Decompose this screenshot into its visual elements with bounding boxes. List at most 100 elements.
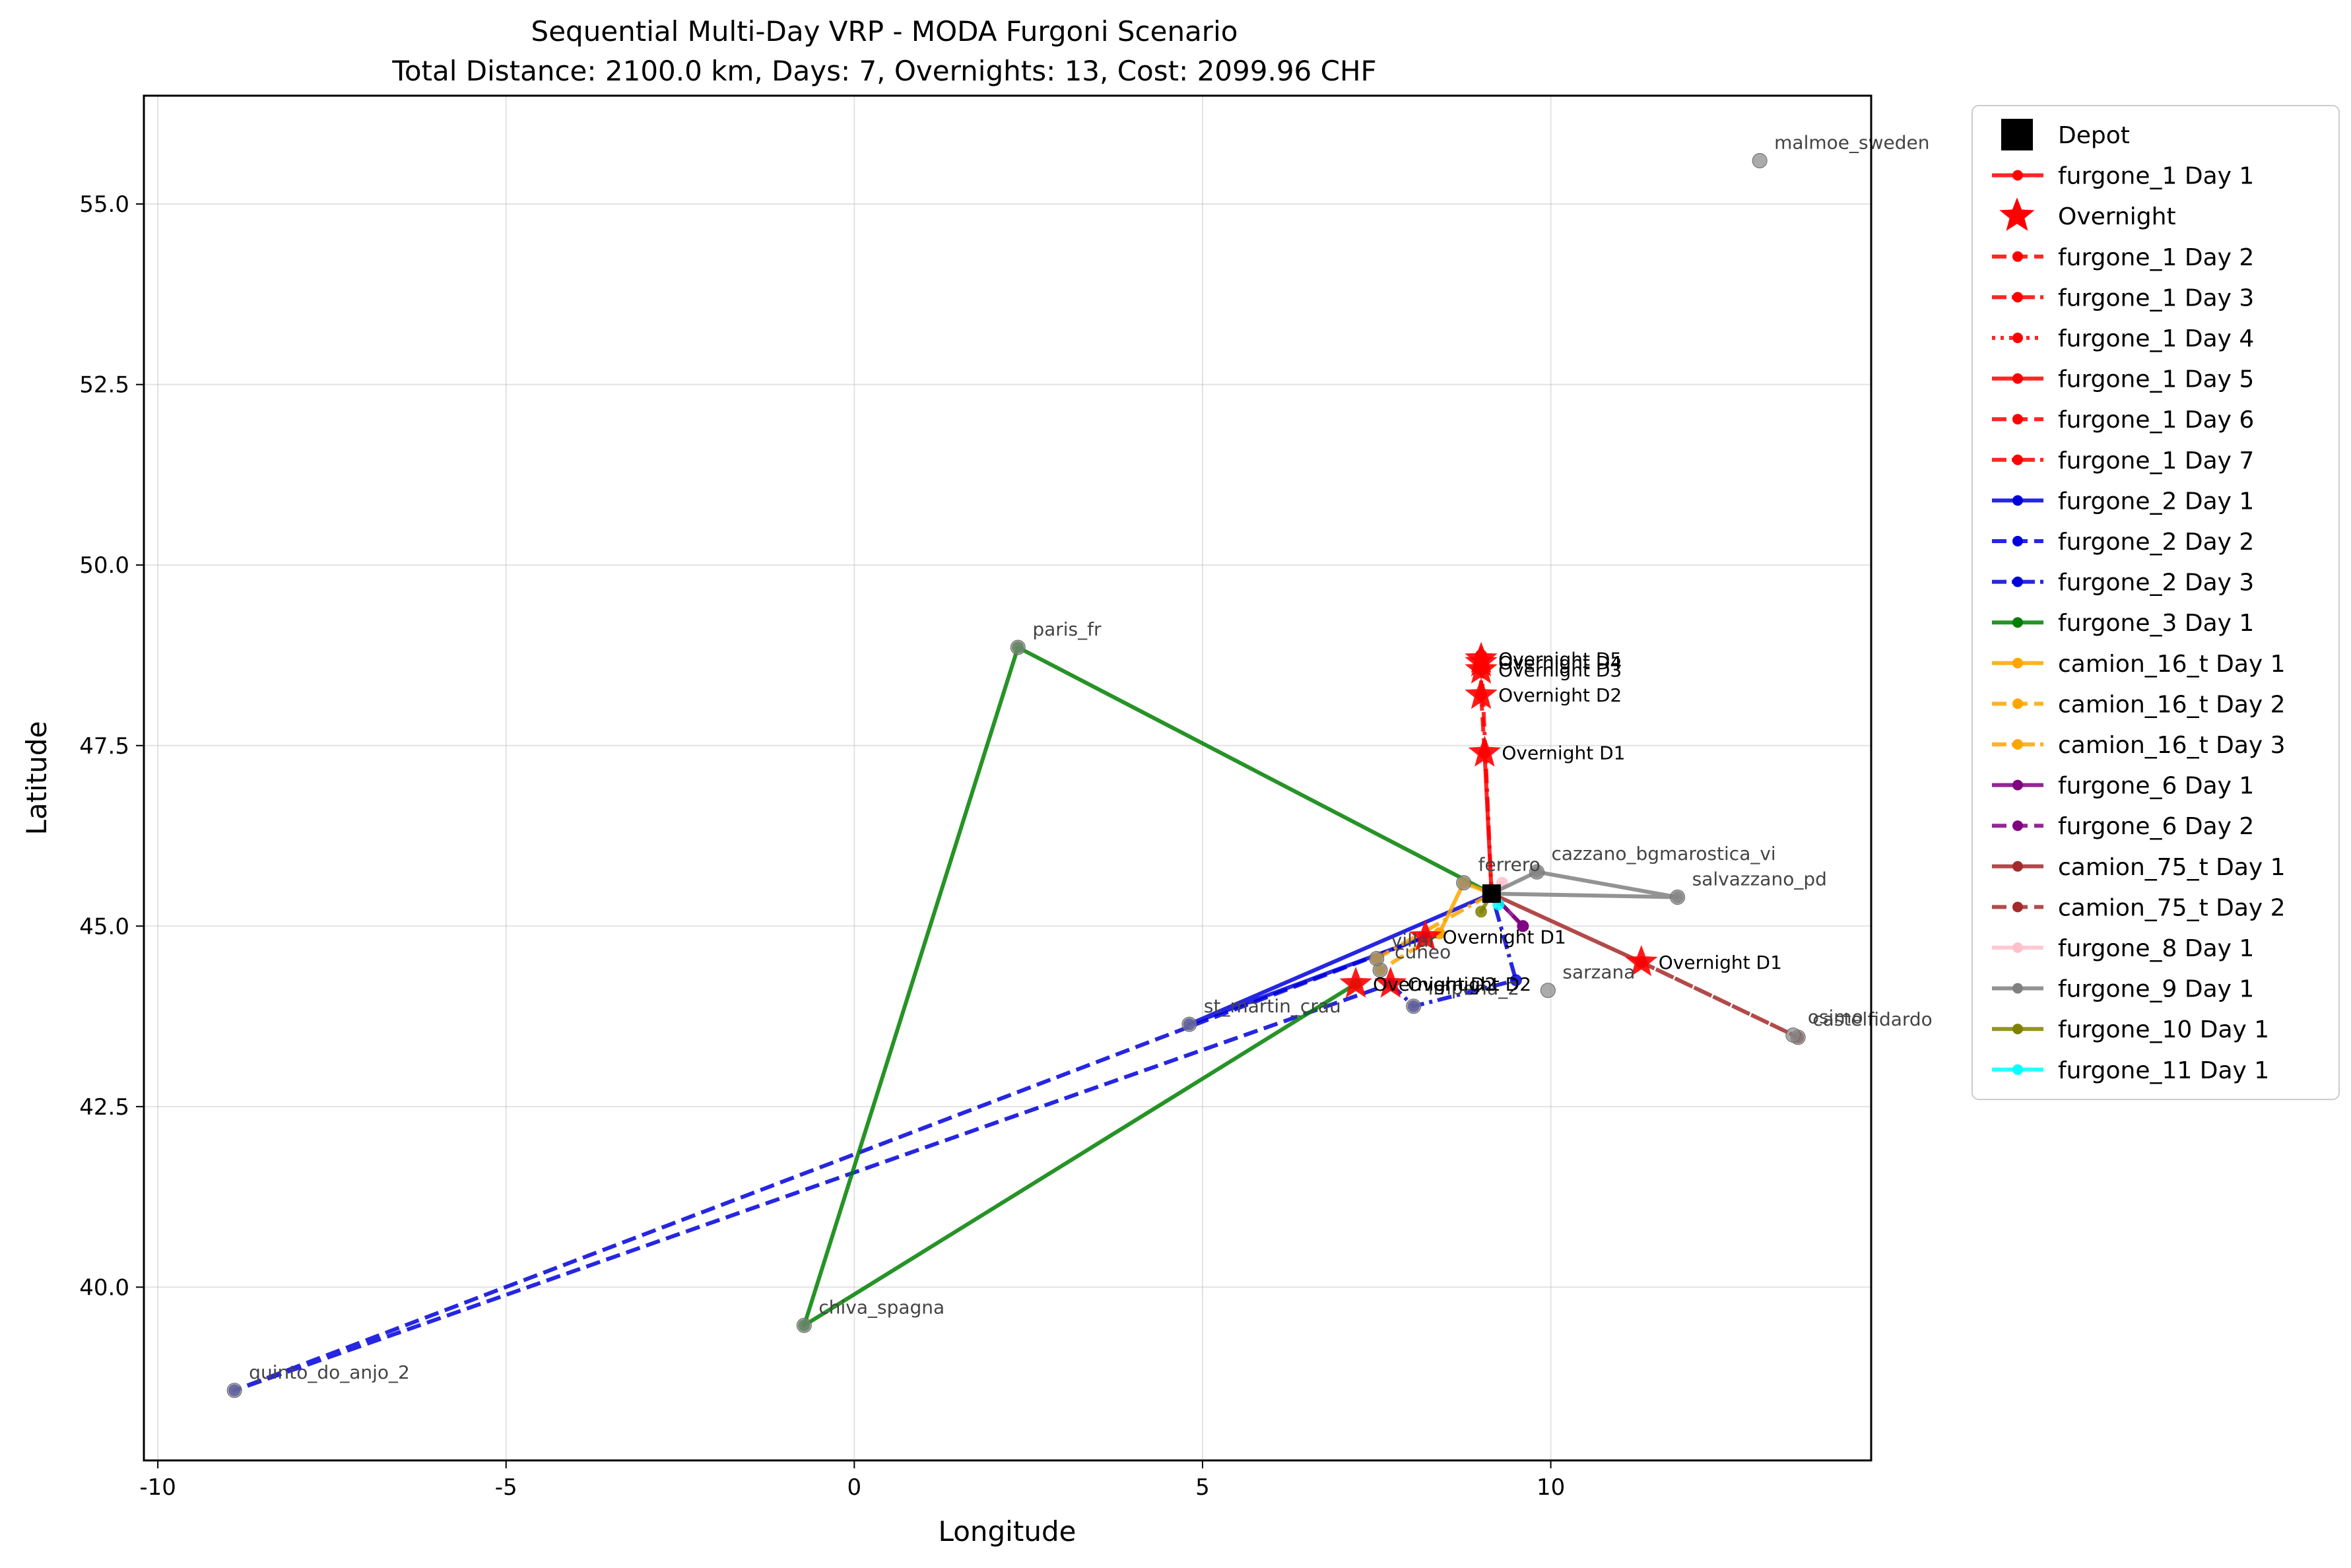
legend-point-sample [2012,657,2023,669]
legend-entry-label: furgone_1 Day 5 [2058,366,2254,393]
y-tick-label: 40.0 [79,1274,129,1301]
route-point [1475,905,1488,918]
y-tick-label: 45.0 [79,913,129,940]
location-label: st_martin_crau [1204,995,1341,1017]
legend-point-sample [2012,901,2023,913]
overnight-label: Overnight D5 [1498,648,1622,670]
legend-entry-label: furgone_3 Day 1 [2058,610,2254,637]
location-point [1785,1028,1801,1043]
legend-entry-label: camion_75_t Day 2 [2058,894,2286,921]
legend-entry-label: furgone_1 Day 7 [2058,447,2254,474]
legend-overnight-marker [1999,197,2035,231]
route-line [1375,892,1493,961]
y-axis-label: Latitude [20,721,53,835]
chart-title: Sequential Multi-Day VRP - MODA Furgoni … [531,15,1238,48]
x-tick-label: 5 [1195,1474,1210,1501]
route-line [1640,960,1801,1039]
legend-point-sample [2012,170,2023,181]
location-label: chiva_spagna [818,1296,944,1318]
location-label: castelfidardo [1812,1008,1933,1030]
plot-frame [143,94,1872,1462]
overnight-label: Overnight D1 [1502,742,1625,764]
location-point [796,1317,812,1333]
legend-entry-label: furgone_11 Day 1 [2058,1057,2269,1084]
location-point [1456,875,1472,891]
legend-entry-label: furgone_9 Day 1 [2058,976,2254,1003]
overnight-label: Overnight D3 [1498,659,1622,681]
overnight-label: Overnight D2 [1498,684,1622,706]
depot-square [1482,884,1501,903]
location-label: cuneo [1395,941,1451,963]
legend-point-sample [2012,536,2023,546]
overnight-star [1465,641,1498,673]
legend-point-sample [2012,454,2023,465]
legend-point-sample [2012,942,2023,953]
overnight-star [1374,966,1407,998]
legend-entry-label: furgone_2 Day 2 [2058,529,2254,556]
location-label: cazzano_bgmarostica_vi [1551,843,1775,865]
legend-entry-label: Depot [2058,122,2130,149]
location-point [1540,983,1556,998]
overnight-star [1465,678,1498,709]
legend-point-sample [2012,861,2023,872]
location-label: ferrero [1478,854,1540,876]
grid-lines [144,96,1871,1460]
legend-entry-label: furgone_1 Day 3 [2058,284,2254,311]
chart-subtitle: Total Distance: 2100.0 km, Days: 7, Over… [391,55,1376,87]
y-tick-label: 47.5 [79,733,129,760]
overnight-star [1468,735,1502,767]
legend-entry-label: furgone_8 Day 1 [2058,935,2254,962]
legend-entry-label: furgone_1 Day 1 [2058,163,2254,190]
location-point [1181,1016,1197,1032]
x-tick-label: -10 [139,1474,176,1501]
legend-entry-label: furgone_2 Day 3 [2058,570,2254,597]
legend-entry-label: camion_16_t Day 2 [2058,691,2286,718]
legend-point-sample [2012,1024,2023,1035]
location-point [1670,890,1686,905]
location-point [1406,998,1422,1014]
legend-entry-label: furgone_1 Day 2 [2058,244,2254,271]
legend-frame [1971,105,2340,1100]
x-tick-label: 0 [847,1474,862,1501]
legend-point-sample [2012,292,2023,303]
location-label: salvazzano_pd [1692,868,1827,890]
legend-entry-label: furgone_6 Day 1 [2058,773,2254,800]
axis-ticks: -10 -5 0 5 10 40.0 42.5 45.0 47.5 50.0 52.5 55.0 [79,191,1565,1501]
location-label: sarzana [1562,962,1635,983]
location-point [1752,152,1768,168]
legend-point-sample [2012,1064,2023,1075]
location-point [1529,864,1544,880]
y-tick-label: 42.5 [79,1094,129,1121]
legend-point-sample [2012,251,2023,262]
legend-point-sample [2012,495,2023,506]
legend-point-sample [2012,983,2023,994]
location-label: osimo [1808,1006,1863,1028]
y-tick-label: 55.0 [79,191,129,218]
legend-point-sample [2012,820,2023,832]
legend-point-sample [2012,698,2023,709]
location-label: quinto_do_anjo_2 [249,1361,410,1383]
legend-point-sample [2012,739,2023,750]
route-point [1517,920,1529,932]
overnight-label: Overnight D2 [1373,973,1496,995]
location-point [1369,951,1385,967]
overnight-label: Overnight D2 [1408,973,1531,995]
legend-entry-label: furgone_1 Day 4 [2058,325,2254,352]
legend-entry-label: furgone_1 Day 6 [2058,407,2254,434]
overnight-label: Overnight D4 [1498,652,1622,674]
overnight-star [1339,966,1372,998]
location-label: malmoe_sweden [1774,131,1929,153]
legend-point-sample [2012,576,2023,587]
location-label: imperia_2 [1428,977,1519,999]
legend-entry-label: camion_16_t Day 3 [2058,732,2286,759]
overnight-label: Overnight D1 [1443,927,1566,948]
overnight-star [1408,919,1442,951]
x-axis-label: Longitude [939,1515,1076,1548]
y-tick-label: 50.0 [79,552,129,579]
legend-entry-label: furgone_2 Day 1 [2058,488,2254,515]
legend: Depot furgone_1 Day 1 Overnight furgone_1 D… [1971,105,2340,1100]
location-points [226,152,1806,1398]
legend-entry-label: Overnight [2058,203,2176,230]
legend-entry-label: furgone_6 Day 2 [2058,813,2254,840]
